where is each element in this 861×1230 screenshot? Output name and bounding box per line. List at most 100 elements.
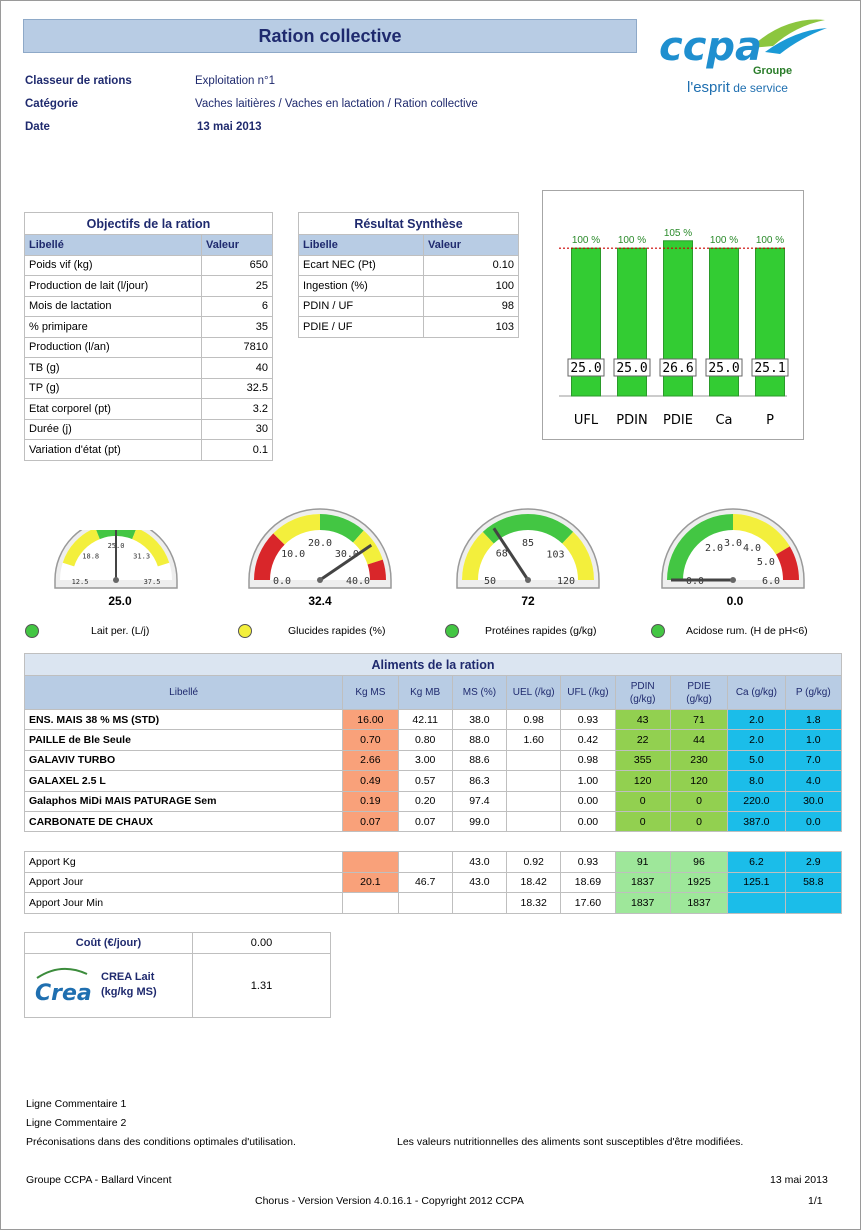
gauge-needle bbox=[492, 527, 530, 581]
gauge-tick-label: 0.0 bbox=[273, 576, 291, 587]
aliment-label: GALAXEL 2.5 L bbox=[23, 770, 344, 792]
legend-label: Glucides rapides (%) bbox=[288, 625, 386, 637]
objectifs-caption: Objectifs de la ration bbox=[24, 212, 273, 235]
total-row: Apport Kg 43.0 0.92 0.93 91 96 6.2 2.9 bbox=[23, 851, 843, 873]
aliment-cell: 0 bbox=[669, 810, 729, 833]
total-cell: 17.60 bbox=[560, 892, 616, 914]
aliment-cell: 99.0 bbox=[451, 810, 508, 833]
cout-label: Coût (€/jour) bbox=[24, 932, 193, 954]
legend-label: Acidose rum. (H de pH<6) bbox=[686, 625, 808, 637]
value-box bbox=[567, 358, 605, 377]
cout-table: Coût (€/jour) 0.00 Crea CREA Lait (kg/kg… bbox=[24, 932, 331, 1018]
aliment-label: PAILLE de Ble Seule bbox=[23, 729, 344, 751]
meta-key: Catégorie bbox=[25, 98, 79, 110]
total-label: Apport Kg bbox=[23, 851, 344, 873]
table-row: ENS. MAIS 38 % MS (STD) 16.00 42.11 38.0 0.9… bbox=[23, 708, 843, 731]
total-cell: 46.7 bbox=[397, 871, 453, 894]
row-label: Poids vif (kg) bbox=[24, 254, 202, 276]
aliment-cell: 2.0 bbox=[727, 708, 786, 731]
aliment-cell: 1.0 bbox=[784, 729, 843, 751]
gauge-glucides: 0.0 10.020.030.0 40.0 bbox=[248, 508, 392, 589]
gauge-band bbox=[367, 559, 386, 580]
aliment-cell: 0.07 bbox=[342, 810, 399, 833]
gauge-hub bbox=[525, 577, 531, 583]
total-label: Apport Jour bbox=[23, 871, 344, 894]
crea-cell: Crea CREA Lait (kg/kg MS) bbox=[24, 953, 193, 1018]
aliment-cell: 0.0 bbox=[784, 810, 843, 833]
row-label: % primipare bbox=[24, 316, 202, 338]
aliment-label: Galaphos MiDi MAIS PATURAGE Sem bbox=[23, 790, 344, 812]
objectifs-table: Objectifs de la ration Libellé Valeur Po… bbox=[24, 212, 273, 461]
bar-chart: 100 % 25.0 UFL 100 % 25.0 PDIN 105 % 26.6 PDIE 10… bbox=[559, 228, 789, 428]
gauge-band bbox=[273, 514, 320, 545]
meta-block: Classeur de rations Exploitation n°1 Cat… bbox=[25, 70, 625, 139]
gauge-tick-label: 85 bbox=[522, 538, 534, 549]
total-cell: 6.2 bbox=[727, 851, 786, 873]
row-value: 25 bbox=[201, 275, 273, 297]
aliment-cell: 86.3 bbox=[451, 770, 508, 792]
table-row: Ecart NEC (Pt) 0.10 bbox=[298, 254, 519, 276]
row-label: Durée (j) bbox=[24, 418, 202, 440]
total-cell bbox=[342, 892, 399, 914]
gauge-hub bbox=[113, 577, 119, 583]
row-label: Variation d'état (pt) bbox=[24, 439, 202, 461]
gauge-tick-label: 12.5 bbox=[72, 578, 89, 586]
logo-tagline: l'esprit de service bbox=[687, 79, 788, 96]
total-cell bbox=[451, 892, 508, 914]
aliment-cell: 0.42 bbox=[560, 729, 616, 751]
row-label: PDIE / UF bbox=[298, 316, 424, 338]
meta-key: Classeur de rations bbox=[25, 75, 132, 87]
cout-value: 0.00 bbox=[192, 932, 331, 954]
logo-leaf-blue bbox=[765, 28, 827, 54]
aliment-cell: 7.0 bbox=[784, 749, 843, 772]
aliment-cell: 0.70 bbox=[342, 729, 399, 751]
comment-line-2: Ligne Commentaire 2 bbox=[26, 1117, 127, 1129]
column-header: Valeur bbox=[201, 234, 273, 256]
legend-label: Lait per. (L/j) bbox=[91, 625, 150, 637]
meta-value: Exploitation n°1 bbox=[195, 75, 276, 87]
total-cell: 2.9 bbox=[784, 851, 843, 873]
gauge-band bbox=[776, 546, 799, 580]
total-cell: 43.0 bbox=[451, 871, 508, 894]
gauge-tick-label: 6.0 bbox=[762, 576, 780, 587]
total-cell bbox=[397, 892, 453, 914]
disclaimer-text: Les valeurs nutritionnelles des aliments… bbox=[397, 1136, 744, 1148]
table-row: Production de lait (l/jour) 25 bbox=[24, 275, 273, 297]
table-row: Ingestion (%) 100 bbox=[298, 275, 519, 297]
aliment-cell bbox=[506, 810, 562, 833]
total-cell: 18.69 bbox=[560, 871, 616, 894]
aliment-cell: 38.0 bbox=[451, 708, 508, 731]
header-row: Libellé Kg MS Kg MB MS (%) UEL (/kg) UFL (/kg… bbox=[23, 675, 843, 710]
crea-value: 1.31 bbox=[192, 953, 331, 1018]
gauge-band bbox=[562, 531, 594, 580]
category-label: P bbox=[766, 413, 774, 428]
gauge-tick-label: 2.0 bbox=[705, 543, 723, 554]
table-row: Poids vif (kg) 650 bbox=[24, 254, 273, 276]
aliment-cell: 0.98 bbox=[506, 708, 562, 731]
total-cell: 96 bbox=[669, 851, 729, 873]
pct-label: 100 % bbox=[710, 235, 738, 246]
aliment-cell: 97.4 bbox=[451, 790, 508, 812]
gauge-hub bbox=[730, 577, 736, 583]
total-cell: 18.42 bbox=[506, 871, 562, 894]
row-label: TB (g) bbox=[24, 357, 202, 379]
aliment-cell: 355 bbox=[614, 749, 671, 772]
column-header: Libellé bbox=[24, 234, 202, 256]
ccpa-logo: ccpa Groupe l'esprit de service bbox=[659, 19, 827, 96]
legend-item-glucides: Glucides rapides (%) bbox=[238, 622, 438, 640]
table-row: Mois de lactation 6 bbox=[24, 295, 273, 317]
footer-page: 1/1 bbox=[808, 1195, 823, 1207]
aliment-cell: 42.11 bbox=[397, 708, 453, 731]
aliment-cell bbox=[506, 749, 562, 772]
gauge-needle bbox=[319, 543, 373, 582]
gauge-tick-label: 3.0 bbox=[724, 538, 742, 549]
aliment-cell: 88.0 bbox=[451, 729, 508, 751]
total-cell bbox=[784, 892, 843, 914]
total-cell: 1925 bbox=[669, 871, 729, 894]
value-label: 25.0 bbox=[616, 361, 647, 376]
row-value: 6 bbox=[201, 295, 273, 317]
total-cell: 91 bbox=[614, 851, 671, 873]
recommendation-text: Préconisations dans des conditions optim… bbox=[26, 1136, 296, 1148]
spacer-row bbox=[24, 831, 842, 853]
